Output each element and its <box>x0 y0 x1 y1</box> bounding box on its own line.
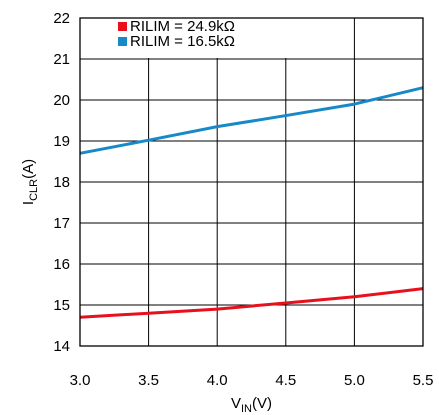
y-tick-label: 14 <box>53 338 70 355</box>
y-tick-label: 19 <box>53 133 70 150</box>
x-tick-label: 3.0 <box>70 372 91 389</box>
x-tick-label: 4.0 <box>207 372 228 389</box>
x-tick-labels: 3.0 3.5 4.0 4.5 5.0 5.5 <box>70 372 434 389</box>
legend-background <box>111 16 287 58</box>
y-tick-label: 17 <box>53 215 70 232</box>
series-line-2 <box>79 86 424 155</box>
y-tick-label: 20 <box>53 92 70 109</box>
plot-border <box>79 17 424 347</box>
legend-swatch <box>118 37 127 46</box>
legend-label: RILIM = 24.9kΩ <box>130 18 235 35</box>
y-tick-label: 21 <box>53 51 70 68</box>
y-tick-label: 15 <box>53 297 70 314</box>
y-axis-title: ICLR(A) <box>20 159 40 205</box>
x-tick-label: 5.0 <box>344 372 365 389</box>
grid <box>80 18 423 346</box>
x-axis-title: VIN(V) <box>231 395 272 415</box>
legend-swatch <box>118 22 127 31</box>
x-tick-label: 5.5 <box>413 372 434 389</box>
x-tick-label: 4.5 <box>275 372 296 389</box>
x-tick-label: 3.5 <box>138 372 159 389</box>
series-lines <box>79 86 424 319</box>
y-tick-label: 18 <box>53 174 70 191</box>
legend-label: RILIM = 16.5kΩ <box>130 33 235 50</box>
y-tick-label: 22 <box>53 10 70 27</box>
y-tick-labels: 14 15 16 17 18 19 20 21 22 <box>53 10 70 355</box>
y-tick-label: 16 <box>53 256 70 273</box>
series-line-1 <box>79 287 424 319</box>
